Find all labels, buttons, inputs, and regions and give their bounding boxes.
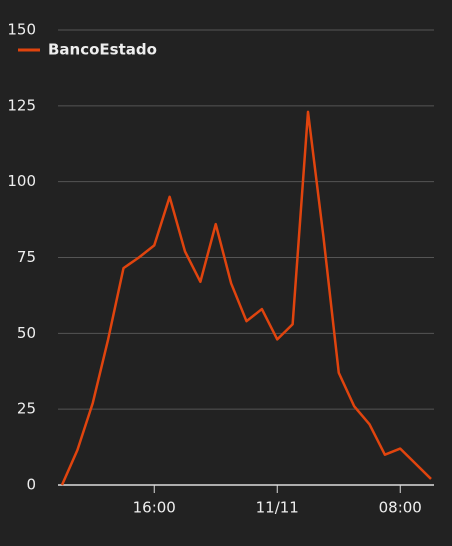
y-tick-label: 125 [7,96,36,114]
series-line [60,110,432,486]
y-tick-label: 0 [26,476,36,494]
x-tick-label: 08:00 [379,499,422,517]
legend-label[interactable]: BancoEstado [48,41,157,59]
x-tick-label: 16:00 [133,499,176,517]
y-tick-label: 100 [7,172,36,190]
x-tick-label: 11/11 [256,499,299,517]
y-tick-label: 75 [17,248,36,266]
y-tick-label: 50 [17,324,36,342]
y-tick-label: 150 [7,21,36,39]
y-tick-label: 25 [17,400,36,418]
